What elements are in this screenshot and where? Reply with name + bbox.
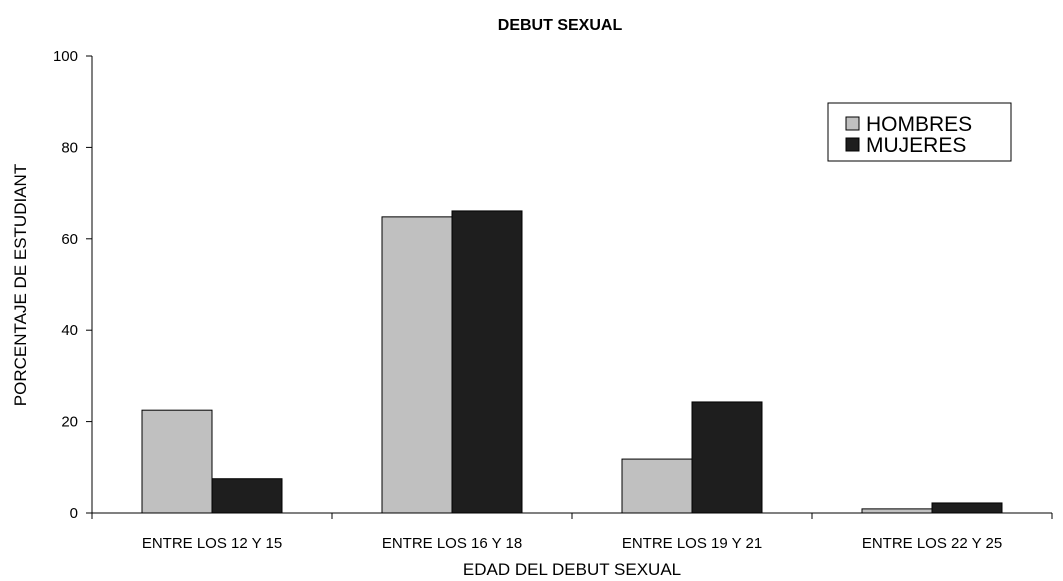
y-axis: 0 20 40 60 80 100 bbox=[53, 48, 93, 522]
x-tick-label: ENTRE LOS 22 Y 25 bbox=[862, 535, 1002, 552]
bar-mujeres-1 bbox=[211, 478, 283, 514]
y-tick-label: 100 bbox=[53, 48, 78, 65]
bar-hombres-1 bbox=[141, 409, 213, 514]
chart-title: DEBUT SEXUAL bbox=[498, 17, 623, 34]
y-tick-label: 80 bbox=[61, 139, 78, 156]
y-tick-label: 60 bbox=[61, 231, 78, 248]
x-axis: ENTRE LOS 12 Y 15 ENTRE LOS 16 Y 18 ENTRE … bbox=[91, 512, 1053, 552]
y-tick-label: 40 bbox=[61, 322, 78, 339]
x-tick-label: ENTRE LOS 12 Y 15 bbox=[142, 535, 282, 552]
bar-hombres-2 bbox=[381, 216, 453, 514]
bar-mujeres-4 bbox=[931, 502, 1003, 514]
legend-swatch-mujeres bbox=[845, 137, 860, 152]
legend-label-hombres: HOMBRES bbox=[866, 113, 972, 136]
x-tick-label: ENTRE LOS 19 Y 21 bbox=[622, 535, 762, 552]
x-ticks: ENTRE LOS 12 Y 15 ENTRE LOS 16 Y 18 ENTRE … bbox=[91, 513, 1053, 552]
bar-hombres-4 bbox=[861, 508, 933, 514]
y-ticks: 0 20 40 60 80 100 bbox=[53, 48, 92, 522]
x-tick-label: ENTRE LOS 16 Y 18 bbox=[382, 535, 522, 552]
x-axis-label: EDAD DEL DEBUT SEXUAL bbox=[463, 560, 681, 579]
y-tick-label: 20 bbox=[61, 414, 78, 431]
legend-swatch-hombres bbox=[845, 116, 860, 131]
y-axis-label: PORCENTAJE DE ESTUDIANT bbox=[11, 164, 30, 406]
bar-hombres-3 bbox=[621, 458, 693, 514]
y-tick-label: 0 bbox=[70, 505, 78, 522]
legend: HOMBRES MUJERES bbox=[827, 102, 1012, 162]
legend-label-mujeres: MUJERES bbox=[866, 134, 966, 157]
bars bbox=[141, 210, 1003, 514]
bar-mujeres-3 bbox=[691, 401, 763, 514]
bar-mujeres-2 bbox=[451, 210, 523, 514]
